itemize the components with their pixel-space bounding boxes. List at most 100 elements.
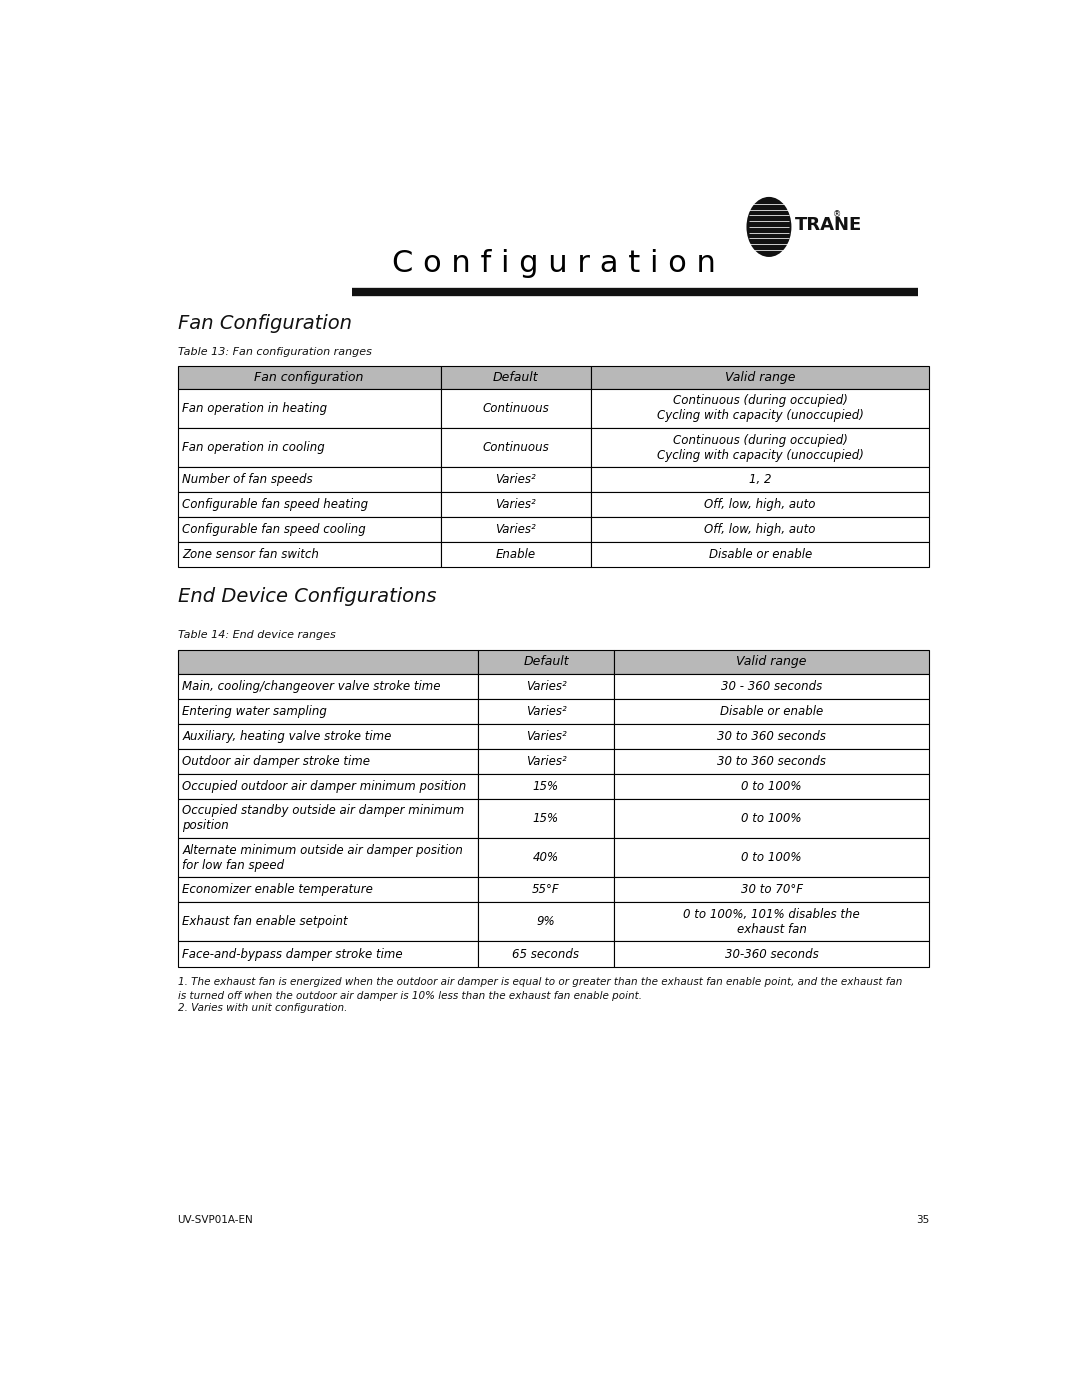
Bar — [591, 542, 930, 567]
Text: Configurable fan speed heating: Configurable fan speed heating — [183, 499, 368, 511]
Bar — [478, 877, 613, 902]
Bar — [478, 902, 613, 942]
Text: Exhaust fan enable setpoint: Exhaust fan enable setpoint — [183, 915, 348, 929]
Text: Varies²: Varies² — [496, 474, 537, 486]
Bar — [478, 799, 613, 838]
Bar — [591, 427, 930, 467]
Bar — [613, 838, 930, 877]
Text: 9%: 9% — [537, 915, 555, 929]
Text: 30 to 360 seconds: 30 to 360 seconds — [717, 729, 826, 743]
Bar — [441, 542, 591, 567]
Bar — [613, 673, 930, 698]
Bar — [177, 517, 441, 542]
Bar — [478, 942, 613, 967]
Text: Varies²: Varies² — [526, 754, 566, 767]
Text: Fan operation in cooling: Fan operation in cooling — [183, 441, 325, 454]
Text: TRANE: TRANE — [795, 217, 863, 235]
Bar — [441, 366, 591, 388]
Text: C o n f i g u r a t i o n: C o n f i g u r a t i o n — [392, 250, 715, 278]
Text: Occupied standby outside air damper minimum
position: Occupied standby outside air damper mini… — [183, 805, 464, 833]
Bar — [177, 902, 478, 942]
Bar — [177, 427, 441, 467]
Text: Occupied outdoor air damper minimum position: Occupied outdoor air damper minimum posi… — [183, 780, 467, 792]
Ellipse shape — [746, 197, 792, 257]
Text: Continuous: Continuous — [483, 441, 550, 454]
Text: 30 - 360 seconds: 30 - 360 seconds — [720, 679, 822, 693]
Text: 0 to 100%: 0 to 100% — [741, 851, 801, 865]
Bar — [613, 749, 930, 774]
Bar — [441, 388, 591, 427]
Text: Entering water sampling: Entering water sampling — [183, 704, 327, 718]
Bar — [591, 517, 930, 542]
Bar — [177, 698, 478, 724]
Bar — [177, 749, 478, 774]
Text: Table 13: Fan configuration ranges: Table 13: Fan configuration ranges — [177, 346, 372, 356]
Bar — [591, 388, 930, 427]
Text: Continuous (during occupied)
Cycling with capacity (unoccupied): Continuous (during occupied) Cycling wit… — [657, 394, 864, 422]
Text: End Device Configurations: End Device Configurations — [177, 587, 436, 606]
Bar — [441, 467, 591, 492]
Bar — [613, 799, 930, 838]
Text: 15%: 15% — [532, 812, 559, 824]
Bar — [177, 877, 478, 902]
Bar — [177, 942, 478, 967]
Text: Varies²: Varies² — [496, 524, 537, 536]
Bar — [177, 673, 478, 698]
Text: Auxiliary, heating valve stroke time: Auxiliary, heating valve stroke time — [183, 729, 392, 743]
Bar — [177, 388, 441, 427]
Bar — [177, 542, 441, 567]
Bar — [177, 799, 478, 838]
Bar — [441, 427, 591, 467]
Bar — [613, 942, 930, 967]
Bar — [177, 492, 441, 517]
Text: 30-360 seconds: 30-360 seconds — [725, 947, 819, 961]
Text: Enable: Enable — [496, 548, 536, 562]
Text: Disable or enable: Disable or enable — [720, 704, 823, 718]
Bar — [613, 774, 930, 799]
Text: Main, cooling/changeover valve stroke time: Main, cooling/changeover valve stroke ti… — [183, 679, 441, 693]
Bar — [177, 838, 478, 877]
Bar — [613, 902, 930, 942]
Bar — [478, 651, 613, 673]
Text: 65 seconds: 65 seconds — [513, 947, 580, 961]
Bar — [478, 698, 613, 724]
Text: 30 to 70°F: 30 to 70°F — [741, 883, 802, 897]
Bar — [177, 366, 441, 388]
Text: Off, low, high, auto: Off, low, high, auto — [704, 524, 816, 536]
Text: Off, low, high, auto: Off, low, high, auto — [704, 499, 816, 511]
Text: Fan operation in heating: Fan operation in heating — [183, 402, 327, 415]
Bar — [591, 366, 930, 388]
Text: 0 to 100%: 0 to 100% — [741, 780, 801, 792]
Bar — [591, 492, 930, 517]
Bar — [177, 651, 478, 673]
Text: Disable or enable: Disable or enable — [708, 548, 812, 562]
Text: Zone sensor fan switch: Zone sensor fan switch — [183, 548, 320, 562]
Text: Varies²: Varies² — [526, 704, 566, 718]
Bar — [177, 467, 441, 492]
Bar — [591, 467, 930, 492]
Bar — [613, 877, 930, 902]
Text: Valid range: Valid range — [737, 655, 807, 669]
Text: 35: 35 — [916, 1215, 930, 1225]
Text: Varies²: Varies² — [526, 729, 566, 743]
Text: 1, 2: 1, 2 — [750, 474, 771, 486]
Bar — [478, 673, 613, 698]
Bar — [613, 724, 930, 749]
Text: Fan Configuration: Fan Configuration — [177, 314, 352, 332]
Text: 40%: 40% — [532, 851, 559, 865]
Text: Varies²: Varies² — [526, 679, 566, 693]
Text: Continuous (during occupied)
Cycling with capacity (unoccupied): Continuous (during occupied) Cycling wit… — [657, 433, 864, 461]
Text: Face-and-bypass damper stroke time: Face-and-bypass damper stroke time — [183, 947, 403, 961]
Text: Default: Default — [494, 370, 539, 384]
Text: Configurable fan speed cooling: Configurable fan speed cooling — [183, 524, 366, 536]
Bar — [478, 838, 613, 877]
Text: 2. Varies with unit configuration.: 2. Varies with unit configuration. — [177, 1003, 347, 1013]
Bar — [177, 724, 478, 749]
Text: 0 to 100%: 0 to 100% — [741, 812, 801, 824]
Bar — [441, 492, 591, 517]
Bar — [177, 774, 478, 799]
Text: Table 14: End device ranges: Table 14: End device ranges — [177, 630, 336, 640]
Text: ®: ® — [833, 210, 840, 219]
Text: 55°F: 55°F — [532, 883, 559, 897]
Text: Fan configuration: Fan configuration — [255, 370, 364, 384]
